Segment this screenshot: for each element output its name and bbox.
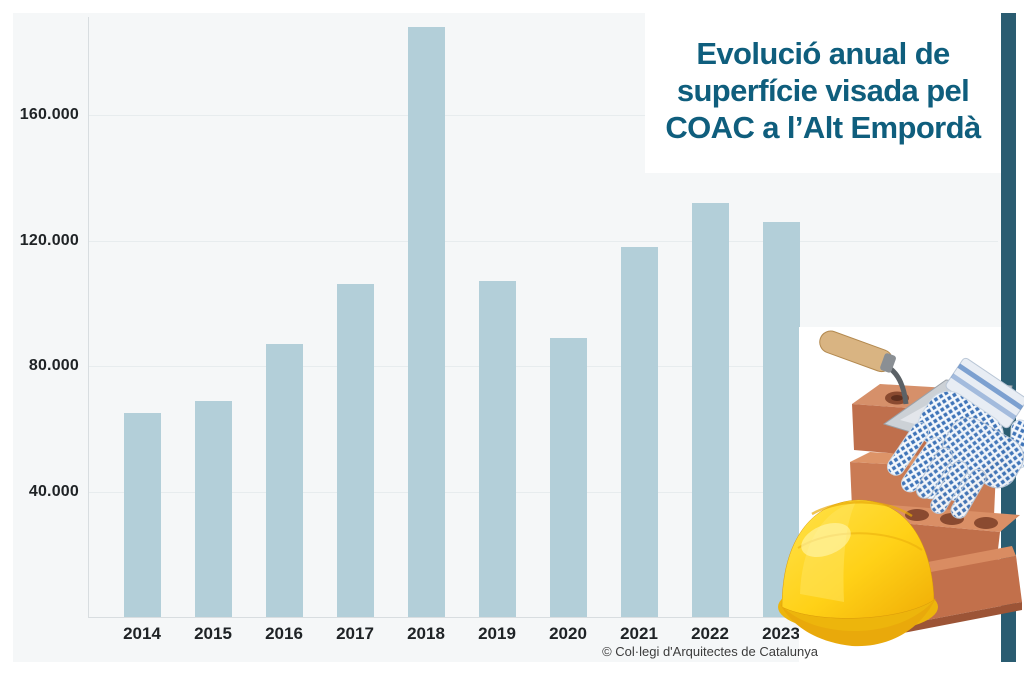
x-tick-label: 2020 (549, 624, 587, 643)
y-tick-label: 80.000 (28, 357, 79, 374)
safety-helmet-icon (778, 499, 938, 647)
bar-2022 (691, 202, 729, 617)
chart-title-line-3: COAC a l’Alt Empordà (665, 110, 981, 145)
x-tick-label: 2022 (691, 624, 729, 643)
bar-2016 (265, 344, 303, 617)
chart-title-line-1: Evolució anual de (696, 36, 950, 71)
x-tick-label: 2016 (265, 624, 303, 643)
x-tick-label: 2018 (407, 624, 445, 643)
x-axis-line (88, 617, 1000, 618)
x-tick-label: 2021 (620, 624, 658, 643)
construction-illustration (778, 330, 1024, 647)
bar-2014 (123, 413, 161, 617)
x-tick-label: 2015 (194, 624, 232, 643)
x-tick-label: 2017 (336, 624, 374, 643)
y-tick-label: 160.000 (19, 106, 79, 123)
bar-2019 (478, 281, 516, 617)
x-tick-label: 2023 (762, 624, 800, 643)
chart-title-line-2: superfície visada pel (676, 73, 970, 108)
accent-stripe (1001, 13, 1016, 662)
gridline (88, 115, 998, 116)
bar-2017 (336, 284, 374, 617)
bar-2015 (194, 400, 232, 617)
bar-2021 (620, 246, 658, 617)
bar-2020 (549, 337, 587, 617)
y-tick-label: 40.000 (28, 482, 79, 500)
gridline (88, 491, 998, 493)
gridline (88, 366, 998, 367)
gridline (88, 240, 998, 242)
y-tick-label: 120.000 (19, 231, 79, 249)
bar-2018 (407, 27, 445, 617)
work-gloves-icon (886, 357, 1024, 519)
x-tick-label: 2019 (478, 624, 516, 643)
credit-line: © Col·legi d'Arquitectes de Catalunya (602, 644, 818, 659)
y-axis-line (88, 17, 89, 618)
title-box: Evolució anual de superfície visada pel … (645, 13, 1001, 173)
x-tick-label: 2014 (123, 624, 161, 643)
